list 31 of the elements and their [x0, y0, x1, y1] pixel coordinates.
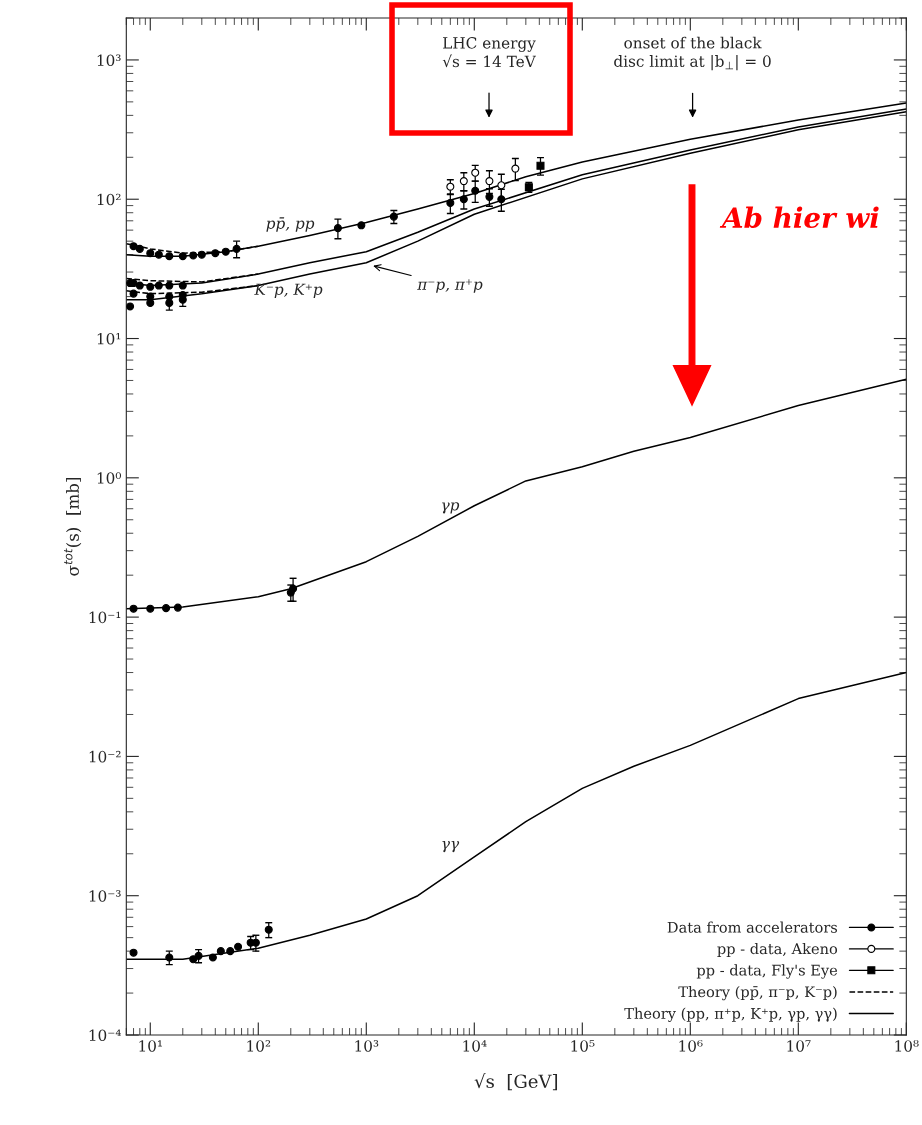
legend-label: pp - data, Akeno	[717, 942, 838, 958]
x-tick-label: 10⁸	[895, 1040, 919, 1052]
legend-label: Theory (pp, π⁺p, K⁺p, γp, γγ)	[624, 1007, 837, 1022]
legend-label: Data from accelerators	[667, 921, 838, 933]
y-tick-label: 10⁰	[97, 472, 122, 484]
annotation: LHC energy √s = 14 TeV	[442, 37, 536, 68]
annotation: π⁻p, π⁺p	[417, 279, 483, 293]
x-axis-title: √s [GeV]	[474, 1073, 558, 1091]
y-axis-title: σ$^{tot}$(s) [mb]	[64, 478, 82, 576]
x-tick-label: 10⁶	[679, 1040, 703, 1052]
x-tick-label: 10²	[247, 1040, 271, 1052]
annotation: γp	[442, 502, 460, 514]
y-tick-label: 10³	[97, 54, 121, 66]
y-tick-label: 10⁻²	[89, 750, 121, 763]
x-tick-label: 10⁷	[787, 1040, 811, 1052]
x-tick-label: 10⁴	[463, 1040, 487, 1052]
y-tick-label: 10⁻³	[89, 890, 121, 902]
x-tick-label: 10³	[355, 1040, 379, 1052]
legend-label: Theory (pp̄, π⁻p, K⁻p)	[678, 985, 837, 1001]
y-tick-label: 10²	[97, 193, 121, 206]
annotation: K⁻p, K⁺p	[254, 283, 323, 298]
y-tick-label: 10¹	[97, 332, 121, 345]
y-tick-label: 10⁻⁴	[89, 1029, 121, 1042]
x-tick-label: 10¹	[139, 1040, 162, 1052]
annotation: γγ	[442, 841, 460, 853]
annotation: onset of the black disc limit at |b$_{⊥}$| = 0	[614, 36, 771, 71]
y-tick-label: 10⁻¹	[89, 611, 121, 624]
legend-label: pp - data, Fly's Eye	[696, 964, 838, 979]
annotation: pp̄, pp	[266, 217, 315, 232]
x-tick-label: 10⁵	[571, 1040, 595, 1052]
annotation: Ab hier wi	[719, 206, 879, 229]
